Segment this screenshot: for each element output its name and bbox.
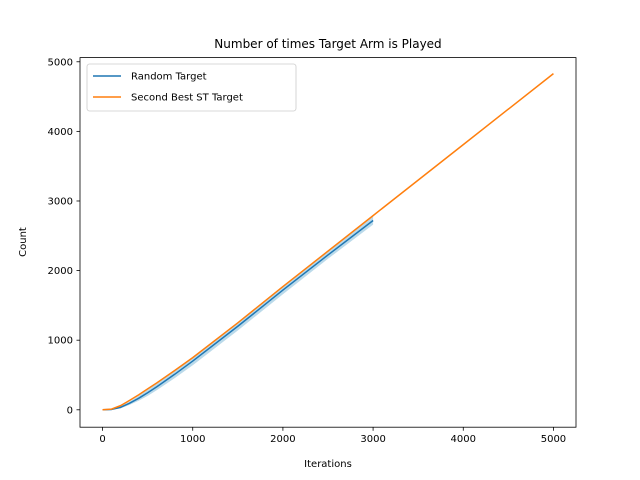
chart-title: Number of times Target Arm is Played [214, 37, 441, 51]
plot-frame [79, 57, 577, 428]
legend-label-0: Random Target [131, 72, 207, 83]
series-0-line [102, 219, 374, 411]
y-tick-label: 3000 [48, 196, 73, 207]
x-tick-label: 0 [99, 434, 105, 445]
x-tick-label: 2000 [270, 434, 295, 445]
x-axis: 0 1000 2000 3000 4000 5000 [99, 427, 566, 445]
x-tick-label: 3000 [360, 434, 385, 445]
x-tick-label: 4000 [451, 434, 476, 445]
x-tick-label: 5000 [541, 434, 566, 445]
legend-box [86, 63, 297, 112]
legend: Random Target Second Best ST Target [86, 63, 297, 112]
y-axis: 0 1000 2000 3000 4000 5000 [48, 57, 80, 416]
y-axis-label: Count [18, 227, 29, 257]
y-tick-label: 1000 [48, 336, 73, 347]
series-1-line [102, 73, 554, 411]
y-tick-label: 4000 [48, 127, 73, 138]
y-tick-label: 5000 [48, 57, 73, 68]
x-axis-label: Iterations [304, 459, 352, 470]
legend-label-1: Second Best ST Target [131, 93, 243, 104]
x-tick-label: 1000 [180, 434, 205, 445]
y-tick-label: 2000 [48, 266, 73, 277]
plot-area [102, 73, 554, 411]
y-tick-label: 0 [67, 405, 73, 416]
